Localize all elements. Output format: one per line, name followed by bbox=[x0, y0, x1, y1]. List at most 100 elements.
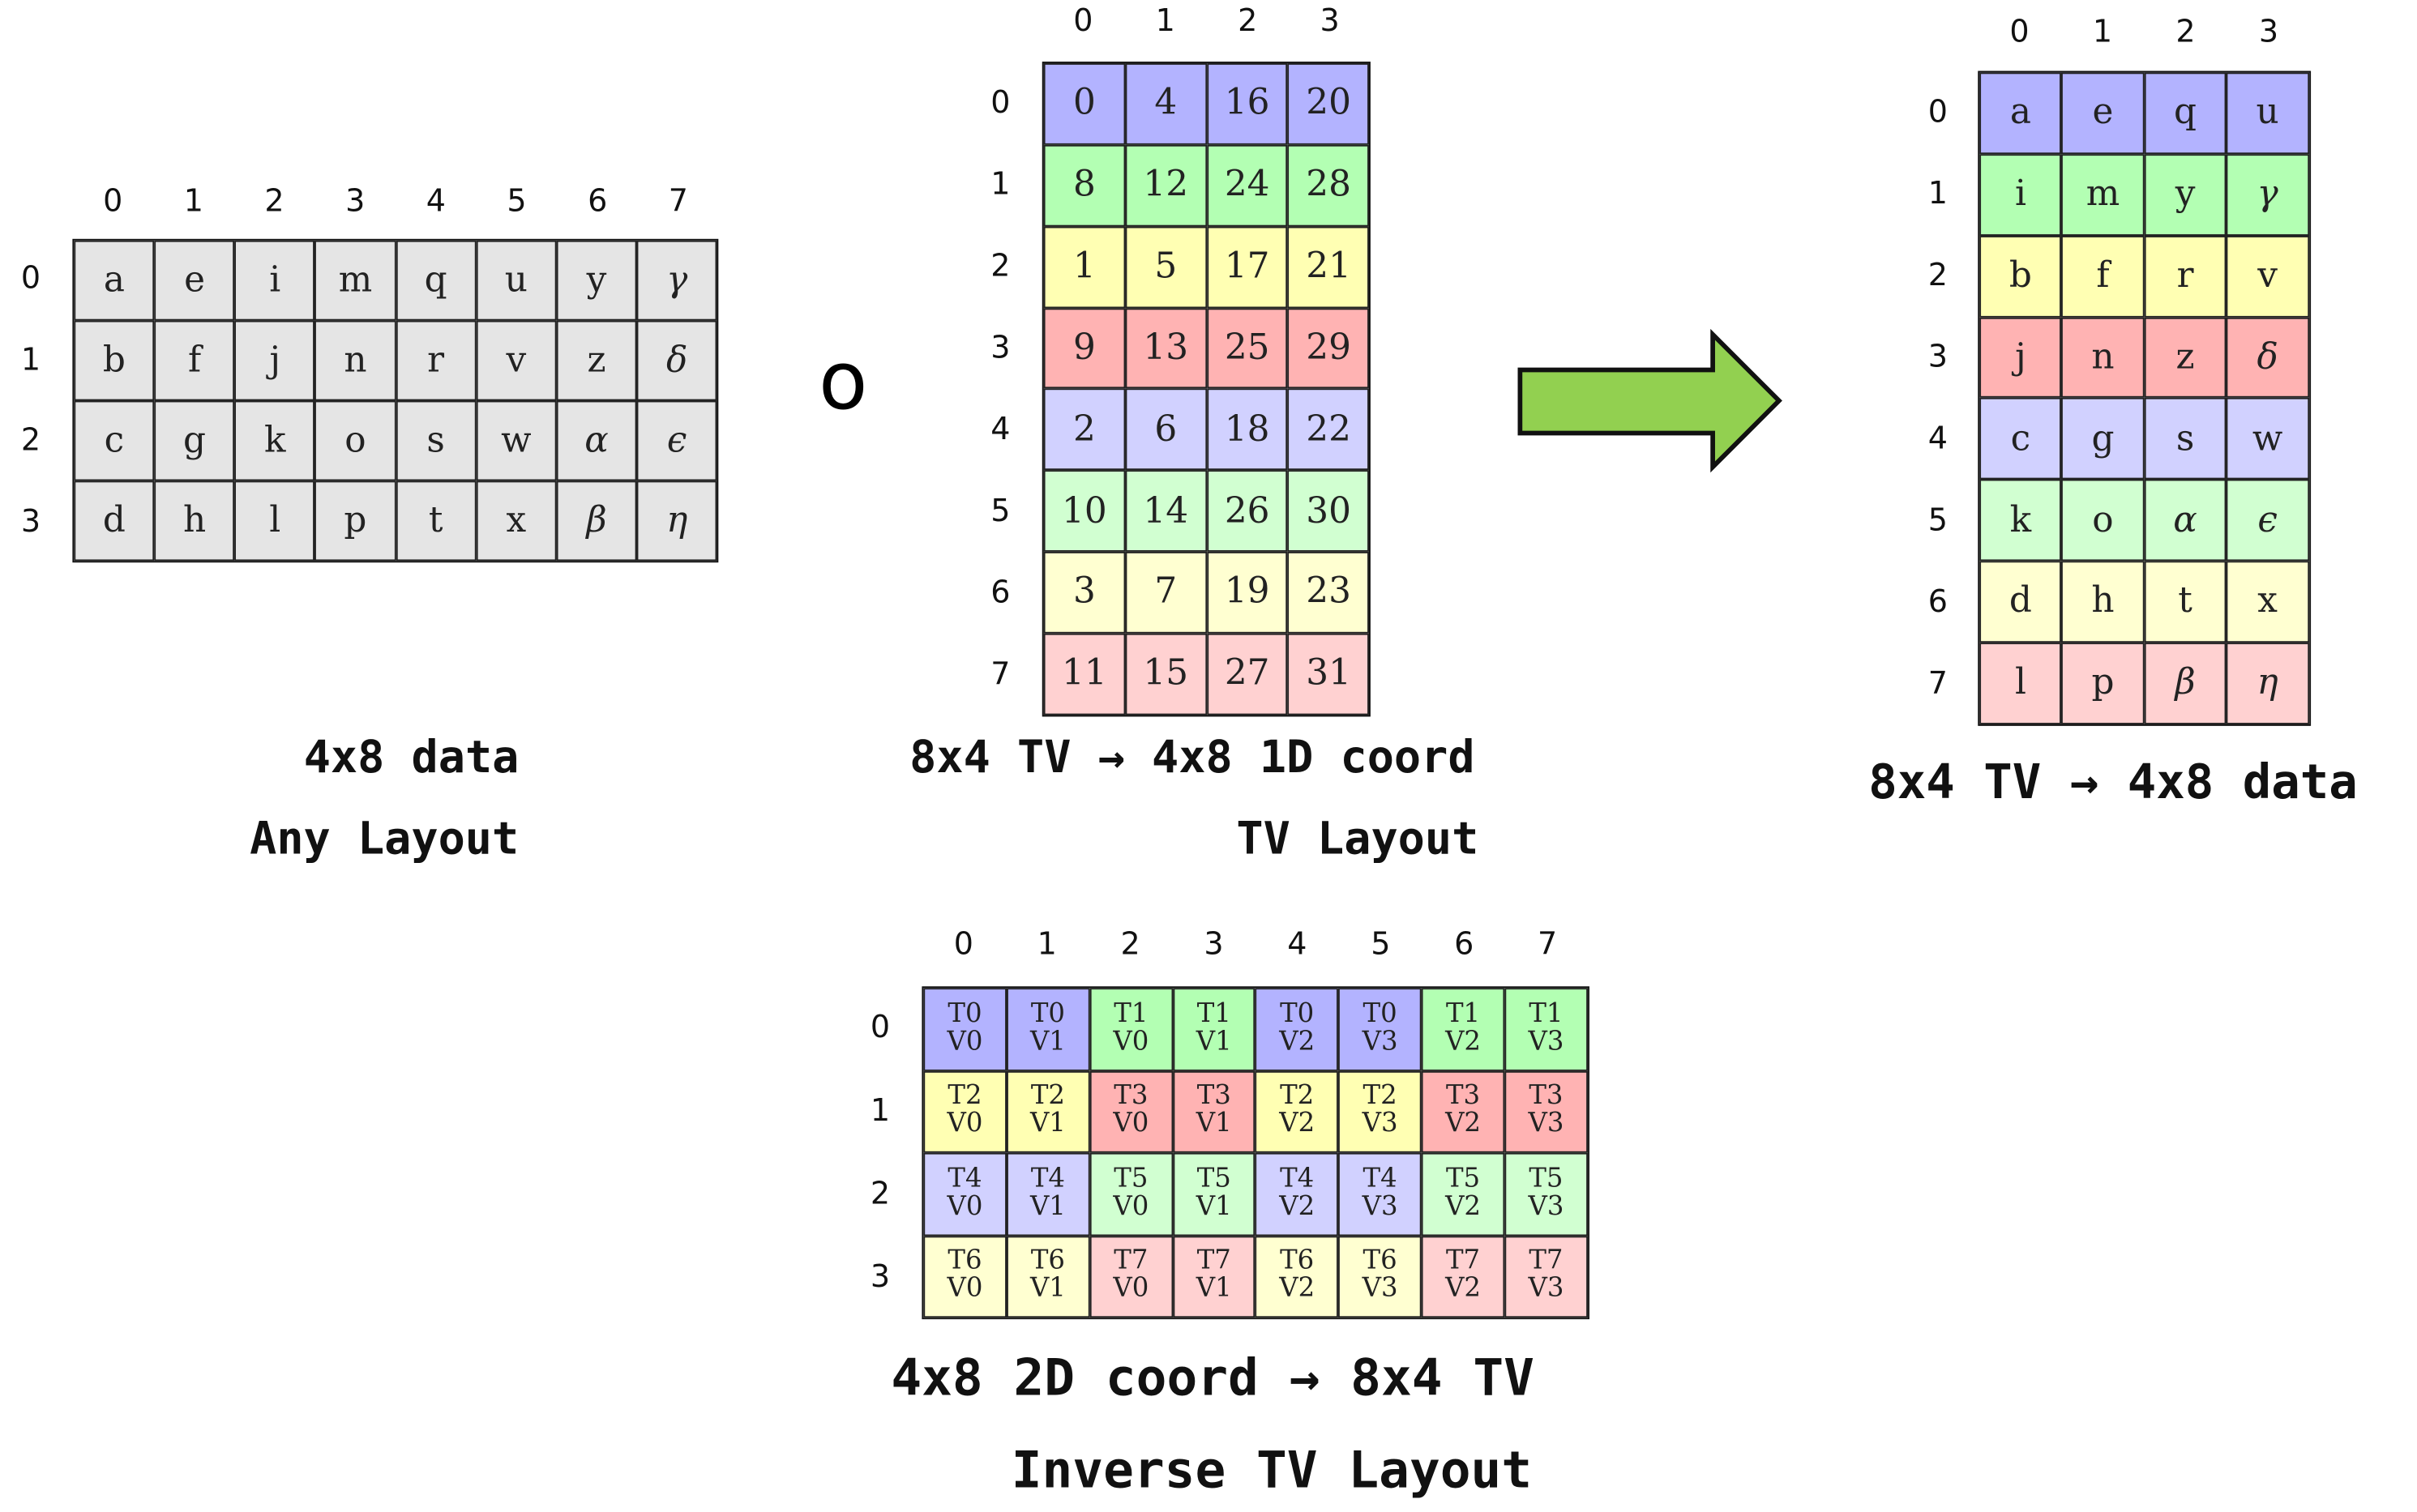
grid-cell: u bbox=[476, 240, 557, 321]
grid-cell: T3 V0 bbox=[1089, 1070, 1173, 1153]
column-header: 0 bbox=[103, 182, 123, 220]
grid-cell: 14 bbox=[1125, 470, 1207, 553]
grid-cell: s bbox=[396, 400, 477, 481]
row-header: 4 bbox=[1927, 419, 1948, 456]
grid-cell: T6 V0 bbox=[923, 1235, 1007, 1318]
value-label: V2 bbox=[1445, 1026, 1481, 1057]
grid-cell: t bbox=[396, 481, 477, 562]
thread-label: T5 bbox=[1114, 1163, 1149, 1194]
thread-label: T3 bbox=[1196, 1081, 1231, 1113]
grid-cell: g bbox=[2061, 398, 2145, 480]
row-header: 0 bbox=[20, 259, 41, 297]
caption-tv-layout: TV Layout bbox=[1236, 812, 1479, 865]
grid-cell: n bbox=[314, 320, 396, 401]
thread-label: T6 bbox=[1280, 1245, 1315, 1277]
grid-cell: k bbox=[1979, 479, 2062, 562]
grid-cell: 4 bbox=[1125, 62, 1207, 145]
grid-cell: s bbox=[2144, 398, 2227, 480]
grid-cell: 5 bbox=[1125, 225, 1207, 308]
right-arrow-icon bbox=[1517, 328, 1782, 473]
column-header: 2 bbox=[1120, 925, 1140, 962]
grid-cell: f bbox=[2061, 235, 2145, 317]
grid-cell: 24 bbox=[1206, 144, 1288, 226]
column-header: 1 bbox=[183, 182, 203, 220]
tv-grid: 0 4 16 20 8 12 24 28 1 5 17 21 9 13 25 29 2 6 18 22 10 14 26 30… bbox=[1042, 62, 1371, 717]
value-label: V3 bbox=[1362, 1108, 1398, 1140]
value-label: V2 bbox=[1445, 1108, 1481, 1140]
column-header: 6 bbox=[588, 182, 608, 220]
grid-cell: 19 bbox=[1206, 552, 1288, 634]
grid-cell: 0 bbox=[1043, 62, 1126, 145]
grid-cell: T5 V0 bbox=[1089, 1152, 1173, 1236]
grid-cell: 27 bbox=[1206, 633, 1288, 715]
grid-cell: 12 bbox=[1125, 144, 1207, 226]
row-header: 0 bbox=[1927, 92, 1948, 129]
grid-cell: q bbox=[396, 240, 477, 321]
grid-cell: b bbox=[1979, 235, 2062, 317]
thread-label: T0 bbox=[948, 998, 982, 1030]
value-label: V3 bbox=[1528, 1273, 1564, 1305]
grid-cell: T6 V2 bbox=[1255, 1235, 1339, 1318]
row-header: 5 bbox=[990, 491, 1011, 529]
grid-cell: 8 bbox=[1043, 144, 1126, 226]
grid-cell: i bbox=[234, 240, 315, 321]
grid-cell: e bbox=[154, 240, 235, 321]
row-header: 3 bbox=[870, 1258, 891, 1295]
grid-cell: T0 V3 bbox=[1338, 988, 1422, 1070]
caption-inverse-layout: Inverse TV Layout bbox=[1011, 1439, 1533, 1500]
grid-cell: 16 bbox=[1206, 62, 1288, 145]
column-header: 4 bbox=[426, 182, 446, 220]
thread-label: T0 bbox=[1280, 998, 1315, 1030]
caption-inverse-title: 4x8 2D coord → 8x4 TV bbox=[891, 1347, 1534, 1407]
row-header: 1 bbox=[20, 340, 41, 378]
value-label: V1 bbox=[1029, 1026, 1066, 1057]
column-header: 4 bbox=[1287, 925, 1307, 962]
grid-cell: 13 bbox=[1125, 307, 1207, 390]
grid-cell: T5 V2 bbox=[1421, 1152, 1505, 1236]
grid-cell: z bbox=[556, 320, 637, 401]
thread-label: T1 bbox=[1445, 998, 1481, 1030]
grid-cell: T2 V1 bbox=[1006, 1070, 1090, 1153]
grid-cell: T7 V2 bbox=[1421, 1235, 1505, 1318]
grid-cell: c bbox=[1979, 398, 2062, 480]
caption-data-title: 4x8 data bbox=[303, 730, 520, 784]
grid-cell: T2 V0 bbox=[923, 1070, 1007, 1153]
grid-cell: m bbox=[2061, 153, 2145, 236]
column-header: 5 bbox=[507, 182, 527, 220]
grid-cell: β bbox=[556, 481, 637, 562]
thread-label: T1 bbox=[1196, 998, 1231, 1030]
grid-cell: j bbox=[234, 320, 315, 401]
thread-label: T1 bbox=[1529, 998, 1564, 1030]
value-label: V1 bbox=[1029, 1273, 1066, 1305]
grid-cell: q bbox=[2144, 72, 2227, 154]
column-header: 3 bbox=[345, 182, 366, 220]
value-label: V0 bbox=[947, 1108, 983, 1140]
value-label: V1 bbox=[1196, 1273, 1232, 1305]
thread-label: T7 bbox=[1114, 1245, 1149, 1277]
grid-cell: γ bbox=[636, 240, 717, 321]
grid-cell: y bbox=[556, 240, 637, 321]
row-header: 2 bbox=[1927, 255, 1948, 293]
grid-cell: T1 V1 bbox=[1172, 988, 1256, 1070]
grid-cell: h bbox=[2061, 561, 2145, 643]
value-label: V0 bbox=[947, 1273, 983, 1305]
grid-cell: ϵ bbox=[636, 400, 717, 481]
grid-cell: r bbox=[2144, 235, 2227, 317]
value-label: V3 bbox=[1362, 1273, 1398, 1305]
grid-cell: i bbox=[1979, 153, 2062, 236]
thread-label: T5 bbox=[1196, 1163, 1231, 1194]
grid-cell: α bbox=[2144, 479, 2227, 562]
grid-cell: 17 bbox=[1206, 225, 1288, 308]
thread-label: T6 bbox=[1363, 1245, 1397, 1277]
row-header: 3 bbox=[990, 327, 1011, 365]
grid-cell: l bbox=[234, 481, 315, 562]
row-header: 6 bbox=[990, 573, 1011, 611]
grid-cell: η bbox=[636, 481, 717, 562]
column-header: 3 bbox=[2258, 12, 2279, 49]
grid-cell: l bbox=[1979, 643, 2062, 724]
grid-cell: δ bbox=[636, 320, 717, 401]
grid-cell: t bbox=[2144, 561, 2227, 643]
column-header: 1 bbox=[1155, 1, 1175, 39]
grid-cell: z bbox=[2144, 316, 2227, 399]
